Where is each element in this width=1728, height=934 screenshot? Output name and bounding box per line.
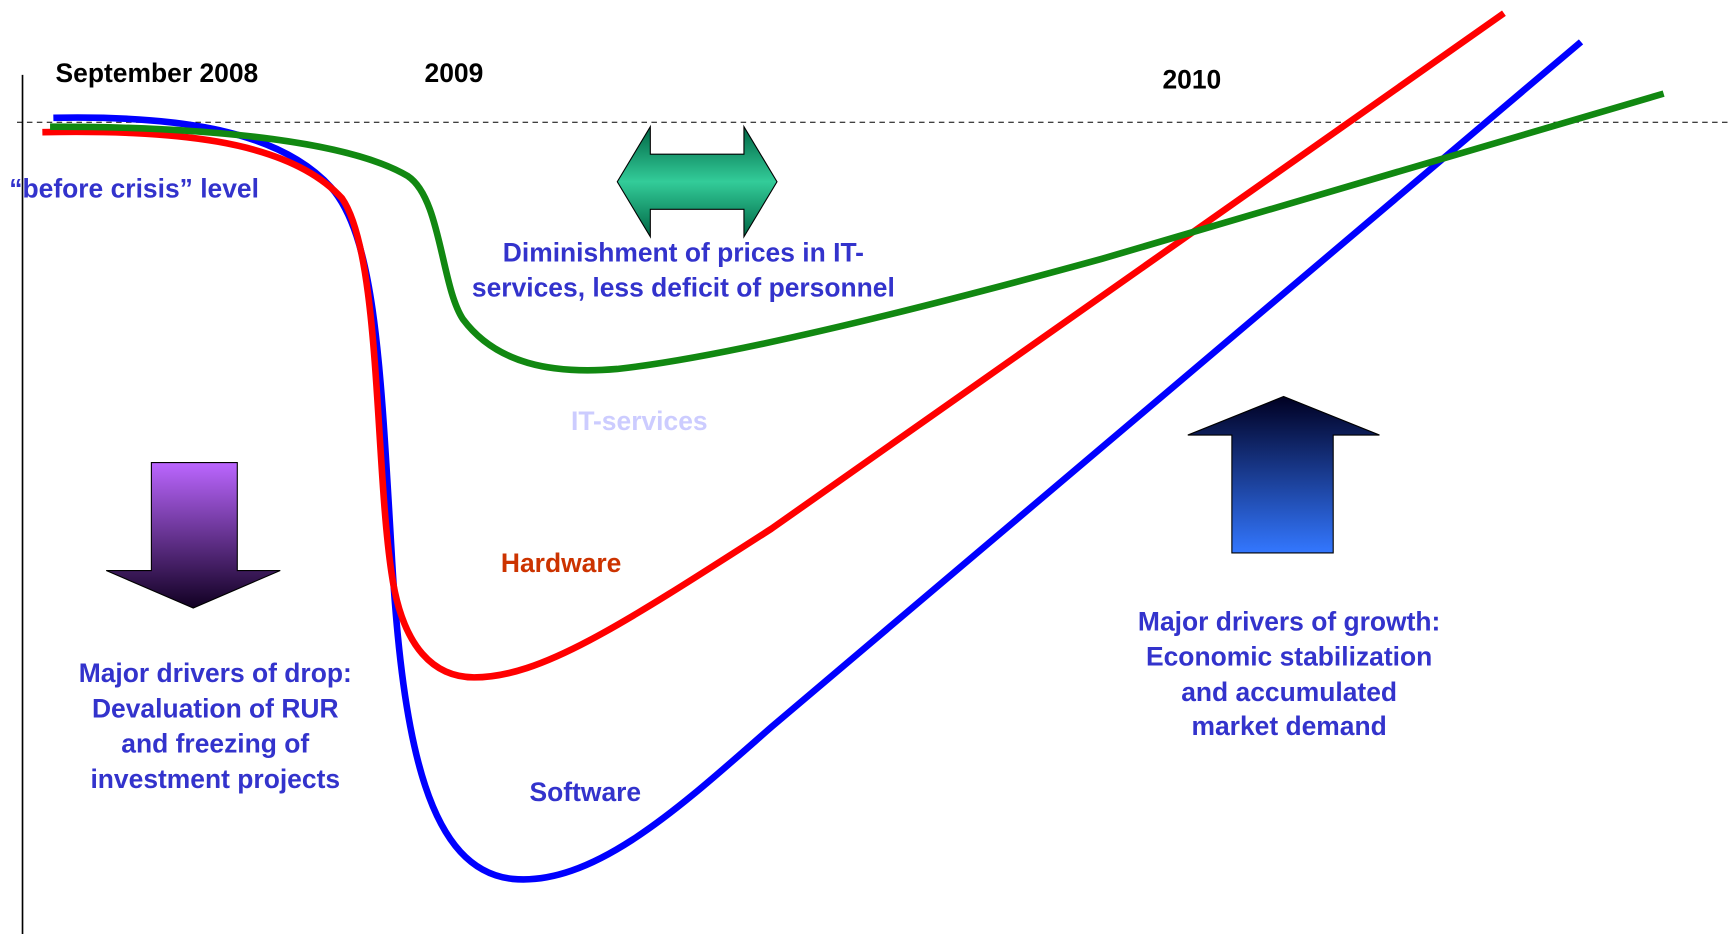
period-label: September 2008 (56, 58, 259, 88)
drop-drivers: and freezing of (121, 729, 309, 759)
growth-drivers: Economic stabilization (1146, 642, 1432, 672)
it-services-label: IT-services (571, 406, 708, 436)
hardware-label: Hardware (501, 548, 621, 578)
drop-drivers: Devaluation of RUR (92, 693, 339, 723)
drop-drivers: investment projects (90, 764, 340, 794)
before-crisis-label: “before crisis” level (9, 174, 259, 204)
down-arrow (106, 462, 281, 609)
up-arrow (1187, 395, 1380, 554)
period-label: 2010 (1162, 64, 1221, 94)
it-services-curve (50, 90, 1665, 374)
growth-drivers: Major drivers of growth: (1138, 606, 1440, 636)
growth-drivers: and accumulated (1181, 677, 1397, 707)
services-note: Diminishment of prices in IT- (503, 237, 864, 267)
hardware-curve (42, 10, 1506, 681)
double-arrow (616, 124, 778, 239)
period-label: 2009 (425, 58, 484, 88)
services-note: services, less deficit of personnel (472, 273, 895, 303)
drop-drivers: Major drivers of drop: (79, 658, 352, 688)
growth-drivers: market demand (1191, 711, 1386, 741)
software-label: Software (530, 777, 642, 807)
